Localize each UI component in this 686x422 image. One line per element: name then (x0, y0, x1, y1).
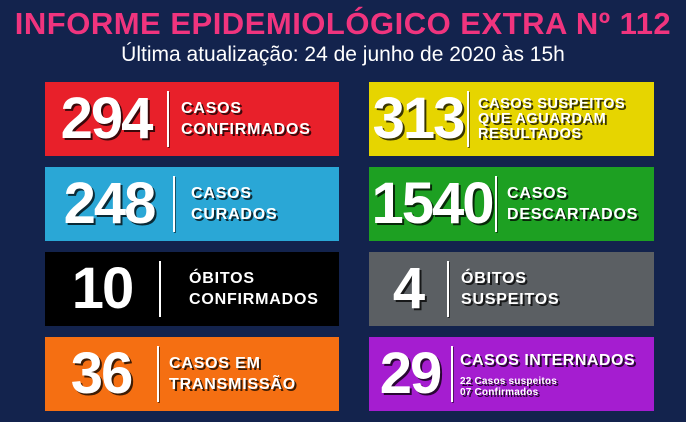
cured-cases-label: CASOS CURADOS (191, 185, 278, 223)
transmission-cases-card: 36 CASOS EM TRANSMISSÃO (45, 337, 339, 411)
divider (159, 261, 161, 317)
divider (451, 346, 453, 402)
divider (167, 91, 169, 147)
divider (157, 346, 159, 402)
transmission-cases-label: CASOS EM TRANSMISSÃO (169, 355, 297, 393)
discarded-cases-label: CASOS DESCARTADOS (507, 185, 639, 223)
hospitalized-cases-label: CASOS INTERNADOS 22 Casos suspeitos 07 C… (460, 352, 636, 398)
confirmed-cases-label: CASOS CONFIRMADOS (181, 100, 311, 138)
confirmed-cases-count: 294 (60, 86, 154, 151)
hospitalized-cases-card: 29 CASOS INTERNADOS 22 Casos suspeitos 0… (369, 337, 654, 411)
hospitalized-suspected-text: 22 Casos suspeitos (460, 376, 557, 387)
suspected-deaths-count: 4 (392, 256, 425, 321)
confirmed-deaths-count: 10 (71, 256, 135, 321)
cured-cases-count: 248 (63, 171, 157, 236)
divider (173, 176, 175, 232)
divider (467, 91, 469, 147)
confirmed-cases-card: 294 CASOS CONFIRMADOS (45, 82, 339, 156)
report-title: INFORME EPIDEMIOLÓGICO EXTRA Nº 112 (14, 6, 672, 41)
divider (447, 261, 449, 317)
discarded-cases-card: 1540 CASOS DESCARTADOS (369, 167, 654, 241)
divider (495, 176, 497, 232)
confirmed-deaths-card: 10 ÓBITOS CONFIRMADOS (45, 252, 339, 326)
discarded-cases-count: 1540 (371, 171, 494, 236)
transmission-cases-count: 36 (70, 341, 134, 406)
suspected-awaiting-count: 313 (372, 86, 466, 151)
confirmed-deaths-label: ÓBITOS CONFIRMADOS (189, 270, 319, 308)
hospitalized-cases-count: 29 (379, 341, 443, 406)
suspected-deaths-label: ÓBITOS SUSPEITOS (461, 270, 560, 308)
suspected-deaths-card: 4 ÓBITOS SUSPEITOS (369, 252, 654, 326)
suspected-awaiting-label: CASOS SUSPEITOS QUE AGUARDAM RESULTADOS (478, 95, 626, 142)
hospitalized-confirmed-text: 07 Confirmados (460, 387, 539, 398)
suspected-awaiting-card: 313 CASOS SUSPEITOS QUE AGUARDAM RESULTA… (369, 82, 654, 156)
last-update-text: Última atualização: 24 de junho de 2020 … (121, 43, 565, 66)
cured-cases-card: 248 CASOS CURADOS (45, 167, 339, 241)
